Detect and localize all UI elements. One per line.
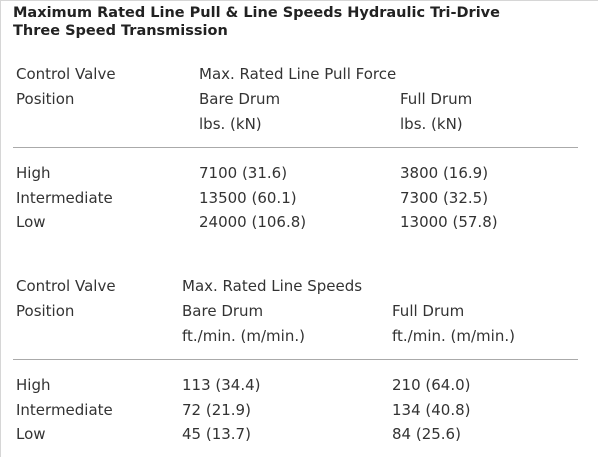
header-cell: Position <box>16 90 75 108</box>
table-cell: 13500 (60.1) <box>199 188 297 207</box>
table-cell: Intermediate <box>16 400 113 419</box>
table-cell: Low <box>16 425 46 444</box>
table-cell: 13000 (57.8) <box>400 213 498 232</box>
table-cell: 45 (13.7) <box>182 425 251 444</box>
header-cell: Position <box>16 302 75 320</box>
header-unit: lbs. (kN) <box>400 115 463 133</box>
header-group: Max. Rated Line Pull Force <box>199 65 397 83</box>
divider <box>13 359 578 360</box>
table-cell: High <box>16 164 51 182</box>
table-cell: 7300 (32.5) <box>400 188 489 207</box>
header-unit: lbs. (kN) <box>199 115 262 133</box>
table-cell: 134 (40.8) <box>392 400 471 419</box>
header-group: Max. Rated Line Speeds <box>182 277 363 295</box>
header-cell: Control Valve <box>16 65 116 83</box>
table-cell: High <box>16 376 51 394</box>
header-cell: Bare Drum <box>199 90 281 108</box>
header-cell: Bare Drum <box>182 302 264 320</box>
divider <box>13 147 578 148</box>
table-cell: 84 (25.6) <box>392 425 461 444</box>
table-cell: 24000 (106.8) <box>199 213 307 232</box>
header-cell: Full Drum <box>400 90 473 108</box>
table-cell: 72 (21.9) <box>182 400 251 419</box>
header-cell: Full Drum <box>392 302 465 320</box>
table-cell: Intermediate <box>16 188 113 207</box>
header-unit: ft./min. (m/min.) <box>392 327 515 345</box>
table-cell: Low <box>16 213 46 232</box>
header-unit: ft./min. (m/min.) <box>182 327 305 345</box>
header-cell: Control Valve <box>16 277 116 295</box>
table-cell: 7100 (31.6) <box>199 164 288 182</box>
table-cell: 3800 (16.9) <box>400 164 489 182</box>
table-cell: 210 (64.0) <box>392 376 471 394</box>
title: Three Speed Transmission <box>13 23 228 39</box>
title: Maximum Rated Line Pull & Line Speeds Hy… <box>13 5 500 21</box>
table-cell: 113 (34.4) <box>182 376 261 394</box>
